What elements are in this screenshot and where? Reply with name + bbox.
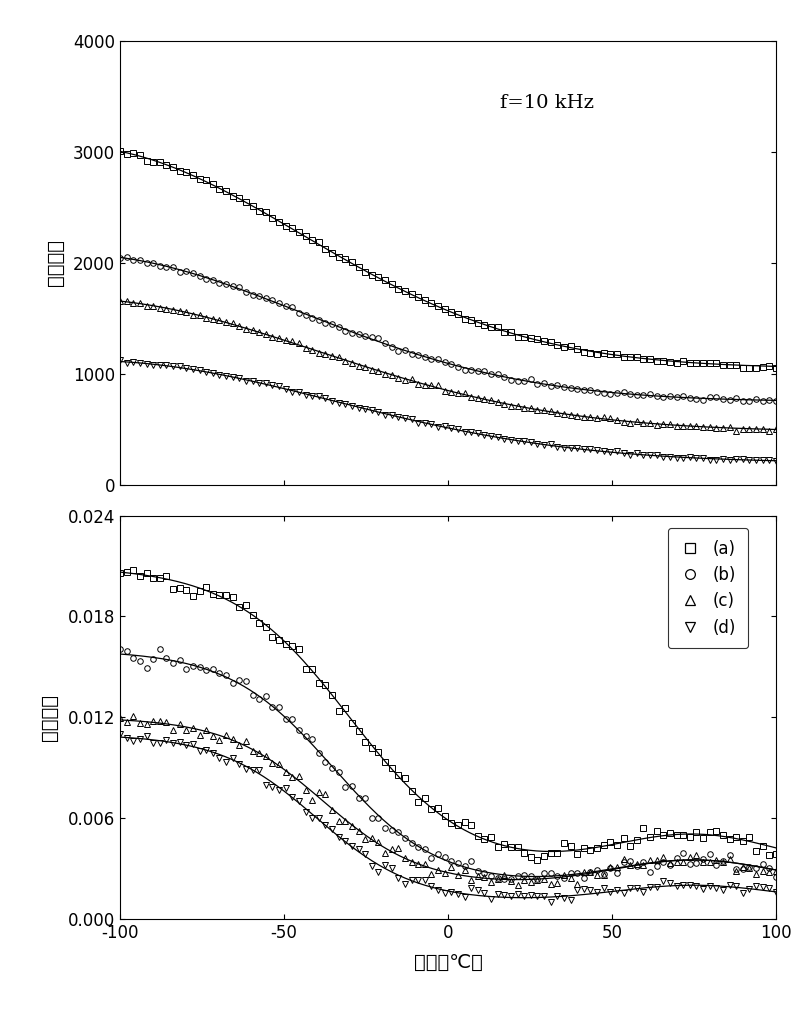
Legend: (a), (b), (c), (d): (a), (b), (c), (d): [668, 528, 748, 648]
Y-axis label: 介电捯耗: 介电捯耗: [40, 693, 59, 741]
Y-axis label: 介电常数: 介电常数: [46, 239, 65, 287]
X-axis label: 温度（℃）: 温度（℃）: [414, 953, 482, 972]
Text: f=10 kHz: f=10 kHz: [501, 94, 594, 112]
